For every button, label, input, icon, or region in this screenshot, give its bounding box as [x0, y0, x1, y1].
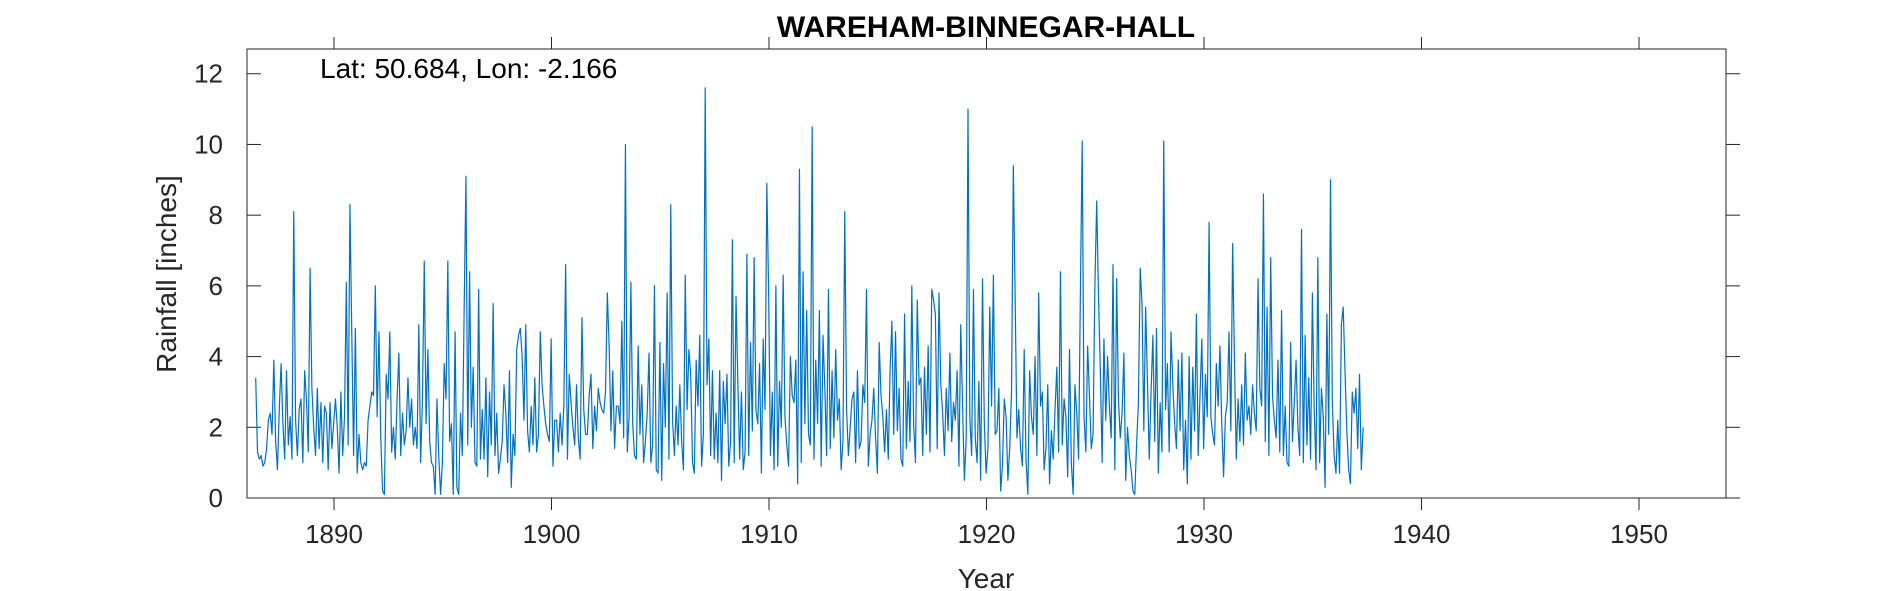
- x-tick-label: 1900: [523, 519, 581, 549]
- rainfall-series-line: [255, 87, 1364, 496]
- y-tick-label: 12: [194, 59, 223, 89]
- y-tick-label: 8: [209, 200, 223, 230]
- x-axis-ticks: [333, 37, 1640, 510]
- y-axis-label: Rainfall [inches]: [151, 175, 182, 373]
- y-axis-ticks: [247, 73, 1740, 499]
- y-tick-label: 4: [209, 342, 223, 372]
- y-axis-tick-labels: 0 2 4 6 8 10 12: [194, 59, 223, 513]
- plot-frame: [246, 48, 1727, 499]
- x-tick-label: 1930: [1175, 519, 1233, 549]
- plot-area: [247, 49, 1726, 498]
- y-tick-label: 0: [209, 483, 223, 513]
- x-tick-label: 1890: [305, 519, 363, 549]
- y-tick-label: 6: [209, 271, 223, 301]
- location-annotation: Lat: 50.684, Lon: -2.166: [320, 53, 617, 84]
- x-tick-label: 1910: [740, 519, 798, 549]
- x-axis-tick-labels: 1890 1900 1910 1920 1930 1940 1950: [305, 519, 1668, 549]
- x-tick-label: 1920: [958, 519, 1016, 549]
- x-tick-label: 1950: [1610, 519, 1668, 549]
- x-tick-label: 1940: [1393, 519, 1451, 549]
- chart-title: WAREHAM-BINNEGAR-HALL: [777, 11, 1195, 44]
- y-tick-label: 10: [194, 129, 223, 159]
- y-tick-label: 2: [209, 412, 223, 442]
- x-axis-label: Year: [958, 563, 1015, 591]
